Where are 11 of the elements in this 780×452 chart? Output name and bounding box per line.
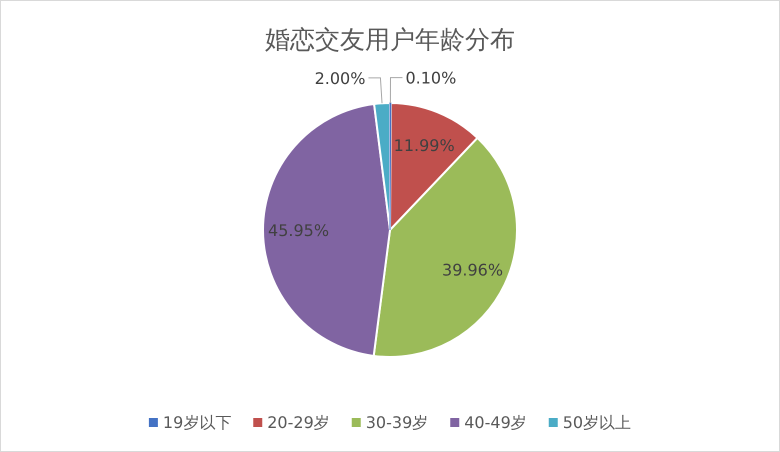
legend-label: 20-29岁 bbox=[267, 413, 330, 432]
legend-label: 40-49岁 bbox=[464, 413, 527, 432]
legend-label: 19岁以下 bbox=[162, 413, 232, 432]
legend-label: 30-39岁 bbox=[366, 413, 428, 432]
data-label: 0.10% bbox=[405, 68, 456, 88]
data-label: 2.00% bbox=[314, 68, 366, 88]
chart-title: 婚恋交友用户年龄分布 bbox=[265, 25, 515, 54]
data-label: 39.96% bbox=[442, 260, 504, 280]
data-label: 45.95% bbox=[268, 220, 330, 240]
legend-label: 50岁以上 bbox=[562, 413, 632, 432]
data-label: 11.99% bbox=[394, 136, 455, 156]
